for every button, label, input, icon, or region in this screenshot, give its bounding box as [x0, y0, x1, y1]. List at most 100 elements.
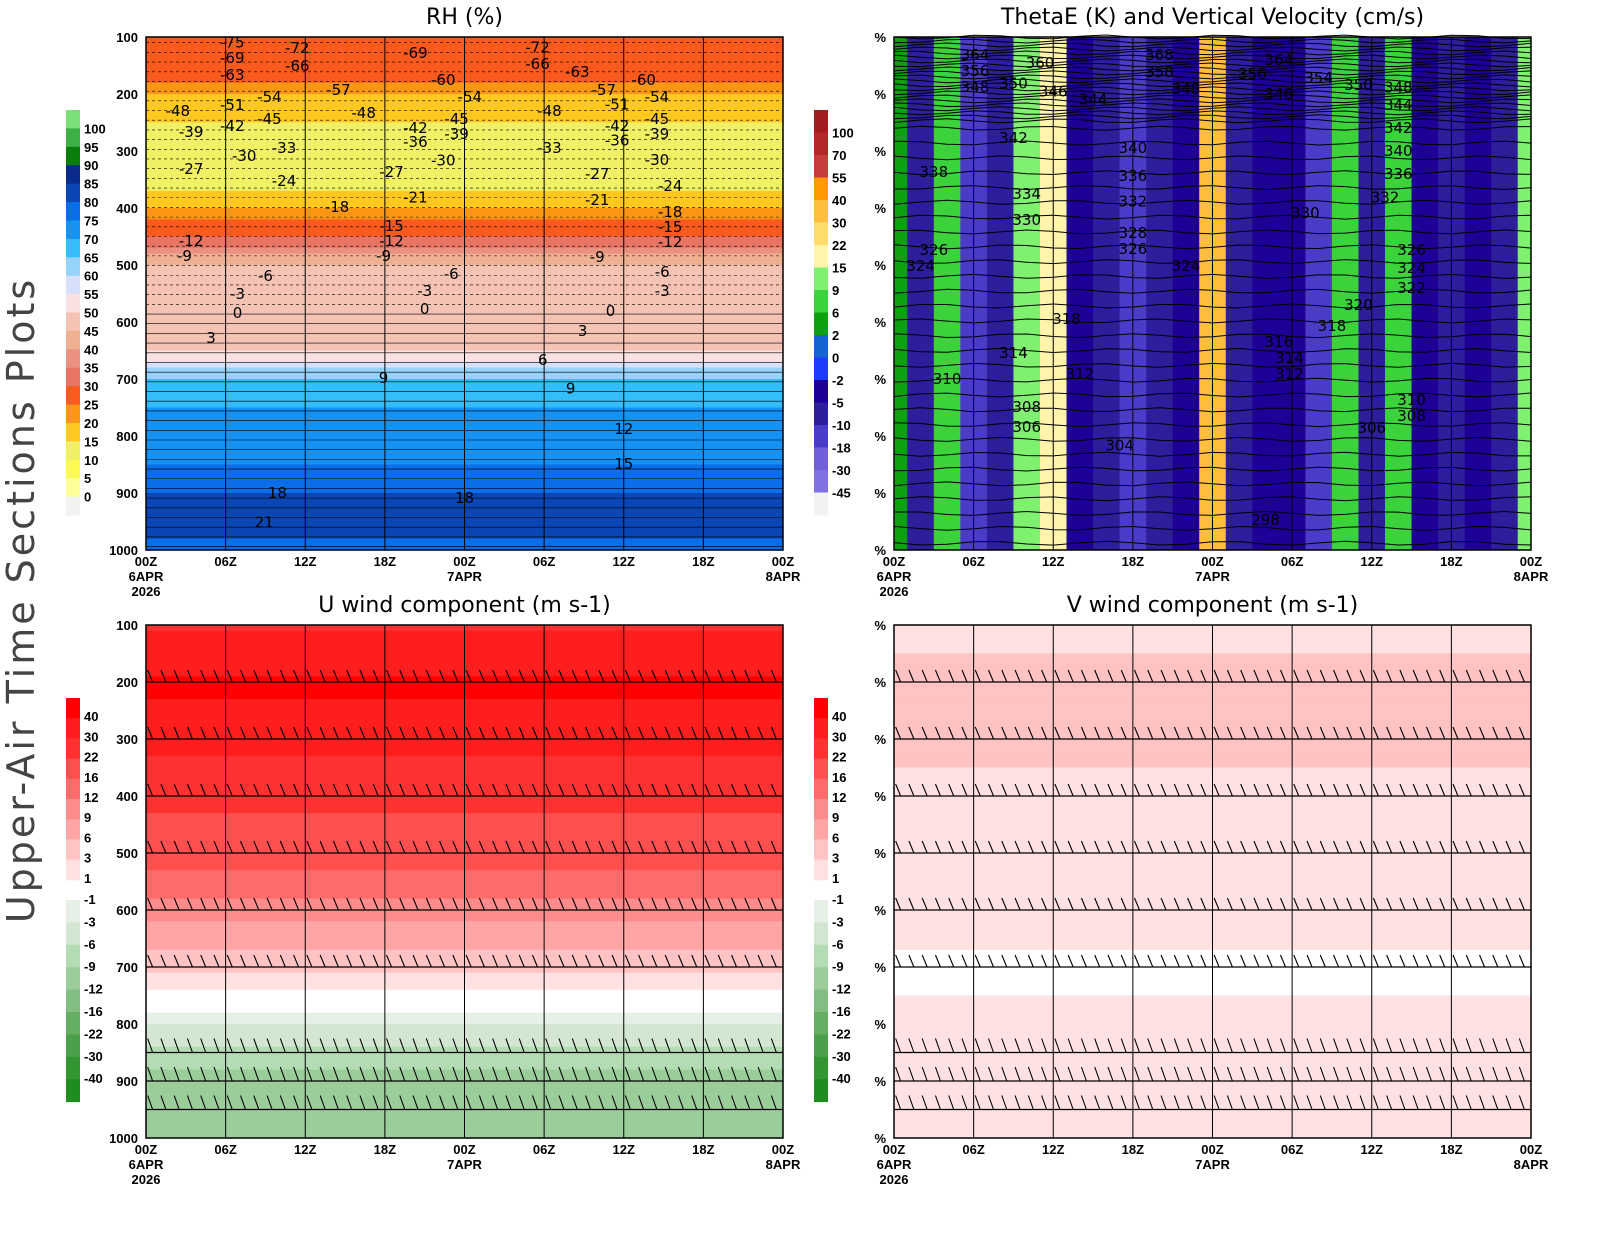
wind-barb	[452, 1066, 459, 1082]
wind-barb	[1319, 954, 1326, 968]
wind-barb	[1359, 1066, 1366, 1082]
wind-barb	[332, 840, 339, 854]
wind-barb	[412, 669, 419, 683]
wind-barb	[1094, 726, 1101, 740]
wind-barb	[731, 726, 738, 740]
wind-barb	[1027, 1066, 1034, 1082]
contour-label: -12	[379, 232, 404, 250]
wind-barb	[921, 1066, 928, 1082]
wind-barb	[386, 669, 393, 683]
wind-barb	[1041, 783, 1048, 797]
wind-barb	[770, 783, 777, 797]
wind-barb	[1346, 669, 1353, 683]
wind-barb	[213, 1038, 220, 1053]
wind-barb	[372, 669, 379, 683]
colorbar-label: -45	[832, 486, 851, 501]
wind-barb	[895, 783, 902, 797]
colorbar-swatch	[814, 1056, 828, 1080]
colorbar-swatch	[814, 967, 828, 991]
wind-barb	[332, 1095, 339, 1110]
wind-barb	[1505, 783, 1512, 797]
wind-barb	[1293, 783, 1300, 797]
wind-barb	[1372, 669, 1379, 683]
y-tick-label: 200	[116, 87, 138, 102]
wind-barb	[717, 840, 724, 854]
x-date-end: 8APR	[766, 1157, 801, 1172]
wind-barb	[492, 726, 499, 740]
wind-barb	[1266, 954, 1273, 968]
wind-barb	[585, 897, 592, 911]
x-date-mid: 7APR	[447, 569, 482, 584]
wind-barb	[240, 840, 247, 854]
wind-barb	[651, 897, 658, 911]
wind-barb	[1346, 726, 1353, 740]
wind-barb	[611, 726, 618, 740]
colorbar-label: 50	[84, 306, 98, 321]
wind-barb	[677, 669, 684, 683]
x-tick-label: 12Z	[613, 554, 635, 569]
colorbar-swatch	[814, 1034, 828, 1058]
wind-barb	[226, 726, 233, 740]
wind-barb	[531, 726, 538, 740]
colorbar-swatch	[814, 922, 828, 946]
wind-barb	[895, 840, 902, 854]
colorbar-swatch	[814, 758, 828, 780]
y-tick-label: 100	[116, 30, 138, 45]
wind-barb	[1439, 1038, 1446, 1053]
contour-label: -57	[326, 81, 351, 99]
wind-barb	[359, 726, 366, 740]
colorbar-label: 40	[84, 709, 98, 724]
wind-barb	[518, 669, 525, 683]
wind-barb	[1107, 1038, 1114, 1053]
colorbar-label: 95	[84, 140, 98, 155]
x-tick-label: 00Z	[135, 1142, 157, 1157]
colorbar-swatch	[814, 839, 828, 861]
wind-barb	[240, 669, 247, 683]
wind-barb	[895, 954, 902, 968]
wind-barb	[1240, 1038, 1247, 1053]
colorbar-swatch	[814, 177, 828, 201]
wind-barb	[1452, 840, 1459, 854]
wind-barb	[1505, 840, 1512, 854]
wind-barb	[147, 1095, 154, 1110]
wind-barb	[478, 783, 485, 797]
colorbar-label: 9	[84, 810, 91, 825]
wind-barb	[908, 726, 915, 740]
wind-barb	[731, 954, 738, 968]
wind-barb	[293, 897, 300, 911]
wind-barb	[279, 783, 286, 797]
wind-barb	[1386, 669, 1393, 683]
y-tick-label: %	[874, 903, 886, 918]
wind-barb	[974, 1066, 981, 1082]
colorbar-label: 100	[832, 126, 854, 141]
wind-barb	[1399, 840, 1406, 854]
wind-barb	[173, 897, 180, 911]
wind-barb	[651, 783, 658, 797]
contour-label: 0	[606, 302, 616, 320]
wind-barb	[744, 726, 751, 740]
wind-barb	[1107, 726, 1114, 740]
wind-barb	[948, 954, 955, 968]
wind-barb	[598, 1066, 605, 1082]
x-tick-label: 00Z	[883, 554, 905, 569]
wind-barb	[266, 726, 273, 740]
colorbar: 40 30 22 16 12 9 6 3 1 -1 -3 -6 -9 -12 -16 -22 -30 -40	[814, 698, 851, 1103]
contour-label: -21	[585, 191, 610, 209]
wind-barb	[1200, 1038, 1207, 1053]
wind-barb	[717, 783, 724, 797]
wind-barb	[425, 669, 432, 683]
contour-label: 0	[420, 300, 430, 318]
wind-barb	[425, 954, 432, 968]
wind-barb	[1333, 1066, 1340, 1082]
wind-barb	[1399, 897, 1406, 911]
wind-barb	[1001, 783, 1008, 797]
wind-barb	[1213, 840, 1220, 854]
wind-barb	[704, 1038, 711, 1053]
wind-barb	[624, 954, 631, 968]
wind-barb	[1067, 1038, 1074, 1053]
y-tick-label: %	[874, 846, 886, 861]
y-tick-label: %	[874, 486, 886, 501]
contour-label: 310	[1397, 391, 1426, 409]
wind-barb	[1266, 840, 1273, 854]
wind-barb	[961, 897, 968, 911]
